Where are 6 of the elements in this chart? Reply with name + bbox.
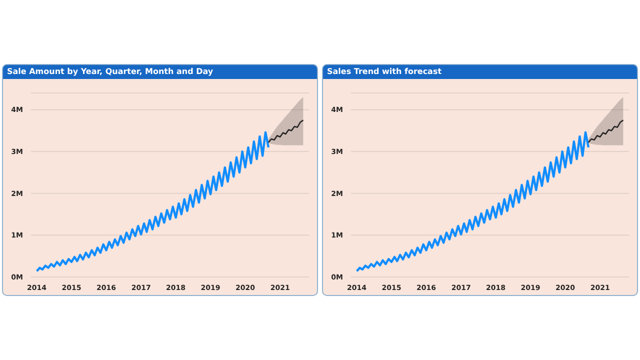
line-series [356,131,590,272]
line-series [36,131,270,272]
chart-title: Sale Amount by Year, Quarter, Month and Day [3,65,317,79]
line-series [268,120,304,143]
line-series [588,120,624,143]
chart-title: Sales Trend with forecast [323,65,637,79]
